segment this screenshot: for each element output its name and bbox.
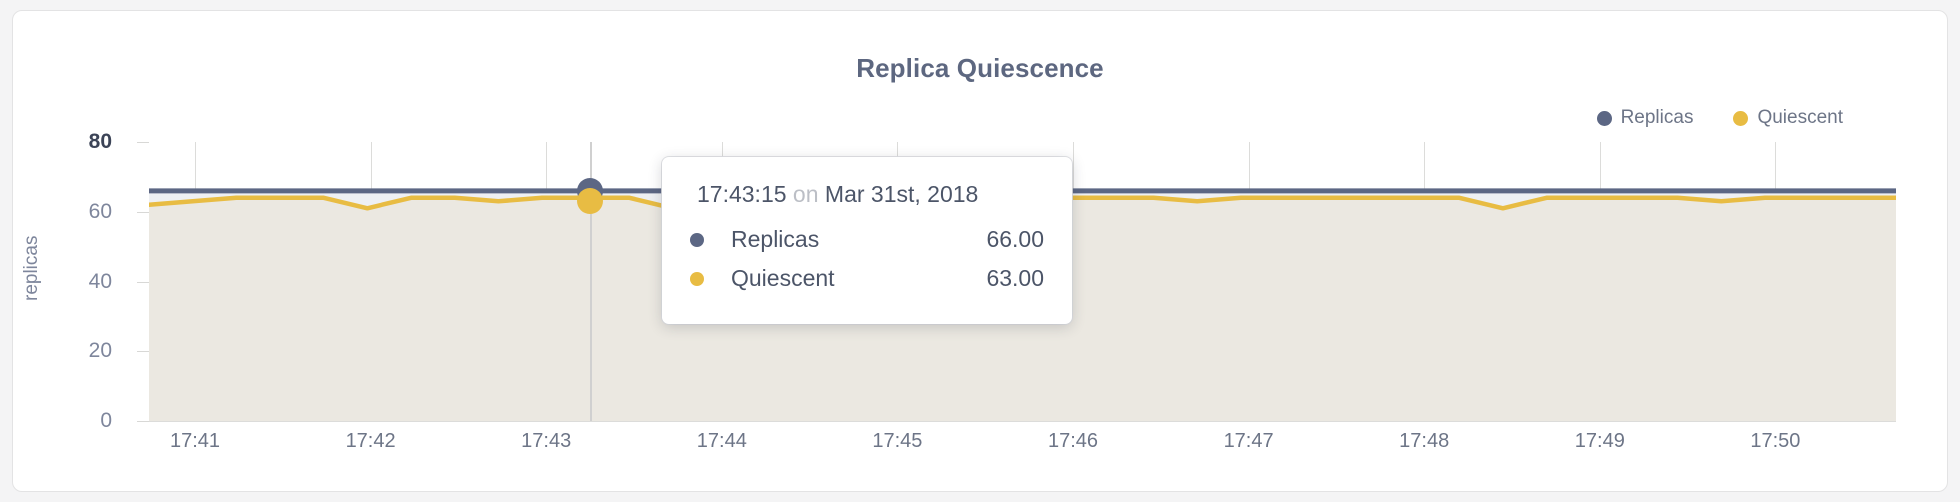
y-axis-tick (137, 142, 149, 143)
legend-item-replicas[interactable]: Replicas (1596, 107, 1694, 129)
x-axis-tick-label: 17:43 (521, 430, 572, 452)
y-axis-tick (137, 351, 149, 353)
x-axis-tick-label: 17:42 (345, 430, 396, 452)
tooltip-row-value: 63.00 (986, 265, 1044, 291)
circle-icon (1596, 110, 1612, 126)
page-title: Replica Quiescence (856, 53, 1104, 83)
y-axis-tick (137, 211, 149, 213)
x-axis-tick-label: 17:45 (872, 430, 923, 452)
tooltip-row-value: 66.00 (986, 226, 1044, 252)
gridline-horizontal (149, 421, 1896, 422)
y-axis-tick-label: 60 (88, 199, 112, 223)
x-axis-tick-label: 17:50 (1750, 430, 1801, 452)
tooltip-connector: on (792, 181, 819, 207)
legend-item-quiescent[interactable]: Quiescent (1733, 107, 1843, 129)
legend-item-label: Quiescent (1757, 107, 1843, 128)
circle-icon (690, 232, 704, 247)
y-axis-tick-label: 40 (88, 269, 112, 293)
y-axis-title: replicas (21, 235, 42, 301)
y-axis-tick-label: 0 (100, 409, 112, 432)
crosshair-line (590, 142, 593, 421)
legend-item-label: Replicas (1620, 107, 1694, 128)
tooltip-row: Quiescent 63.00 (690, 259, 1044, 298)
y-axis-tick-label: 80 (88, 130, 112, 153)
x-axis-tick-label: 17:47 (1223, 430, 1274, 452)
chart-tooltip: 17:43:15 on Mar 31st, 2018 Replicas 66.0… (662, 157, 1072, 324)
hover-marker-quiescent[interactable] (577, 188, 604, 215)
x-axis-tick-label: 17:41 (169, 430, 221, 452)
chart-legend: Replicas Quiescent (1596, 107, 1843, 129)
tooltip-row: Replicas 66.00 (690, 220, 1044, 259)
circle-icon (1733, 110, 1749, 126)
tooltip-header: 17:43:15 on Mar 31st, 2018 (697, 181, 1044, 208)
circle-icon (690, 271, 704, 286)
chart-card: Replica Quiescence Replicas Quiescent re… (12, 10, 1948, 492)
x-axis-tick-label: 17:48 (1399, 430, 1450, 452)
tooltip-row-label: Replicas (731, 226, 820, 252)
y-axis-tick (137, 421, 149, 422)
y-axis-tick-label: 20 (88, 339, 112, 363)
x-axis-tick-label: 17:46 (1047, 430, 1099, 452)
tooltip-time: 17:43:15 (697, 181, 787, 207)
x-axis-tick-label: 17:49 (1574, 430, 1625, 452)
x-axis-tick-label: 17:44 (696, 430, 747, 452)
y-axis-tick (137, 281, 149, 283)
tooltip-date: Mar 31st, 2018 (824, 181, 979, 207)
tooltip-row-label: Quiescent (731, 265, 835, 291)
